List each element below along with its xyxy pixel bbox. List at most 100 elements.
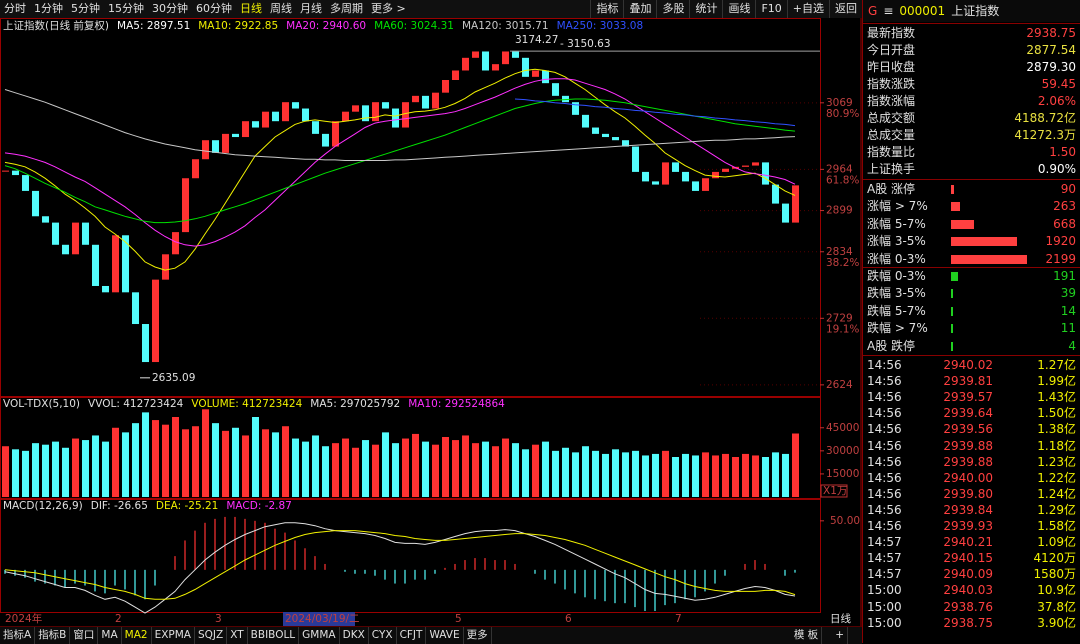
stat-row: 总成交额 4188.72亿 — [867, 110, 1076, 126]
menu: ≡ — [883, 4, 894, 18]
indicator-tab[interactable]: MA2 — [122, 627, 152, 644]
chart-title: VOL-TDX(5,10) — [3, 398, 81, 410]
indicator-tab[interactable]: MA — [98, 627, 122, 644]
action-tab[interactable]: 画线 — [722, 0, 755, 18]
stat-label: 今日开盘 — [867, 43, 916, 57]
volume-bar — [642, 455, 649, 497]
tick-time: 14:56 — [867, 519, 902, 533]
action-tab[interactable]: 多股 — [656, 0, 689, 18]
y-tick-label: 2899 — [826, 205, 853, 217]
breadth-bar — [951, 219, 975, 229]
indicator-tab[interactable]: 指标A — [0, 627, 36, 644]
action-tab[interactable]: 叠加 — [623, 0, 656, 18]
volume-bar — [402, 438, 409, 497]
y-tick-label: 15000 — [826, 468, 859, 480]
y-tick-label: 3069 — [826, 97, 853, 109]
tick-price: 2939.81 — [943, 374, 993, 389]
low-label: 2635.09 — [152, 372, 195, 384]
tick-time: 14:56 — [867, 502, 902, 517]
action-tab[interactable]: 返回 — [829, 0, 862, 18]
volume-bar — [592, 450, 599, 497]
stat-value: 0.90% — [1037, 162, 1076, 176]
breadth-bar — [951, 272, 958, 281]
period-tab[interactable]: 周线 — [270, 2, 292, 15]
candle — [12, 170, 19, 176]
stat-row: 今日开盘 2877.54 — [867, 42, 1076, 58]
tick-time: 14:56 — [867, 406, 902, 421]
y-tick-label: 50.00 — [830, 515, 860, 527]
indicator-tab[interactable]: GMMA — [299, 627, 340, 644]
candle — [212, 140, 219, 153]
volume-bar — [462, 435, 469, 497]
period-tab[interactable]: 5分钟 — [71, 2, 100, 15]
tick-amount: 1580万 — [1033, 567, 1076, 582]
volume-bar — [232, 427, 239, 497]
candle — [182, 178, 189, 233]
candle — [312, 121, 319, 134]
indicator-tab[interactable]: WAVE — [426, 627, 464, 644]
tick-row: 14:57 2940.09 1580万 — [867, 566, 1076, 582]
volume-bar — [162, 424, 169, 497]
bottom-right-tab[interactable]: 模 板 — [791, 627, 823, 644]
action-tabs: 指标 叠加 多股 统计 画线 F10 +自选 返回 — [590, 0, 862, 18]
indicator-tab[interactable]: EXPMA — [152, 627, 195, 644]
candle — [432, 92, 439, 109]
panel-frame — [0, 397, 821, 499]
indicator-tab[interactable]: CFJT — [397, 627, 427, 644]
period-tab[interactable]: 日线 — [240, 2, 262, 15]
tick-amount: 1.50亿 — [1037, 406, 1076, 421]
quote-panel: G ≡ 000001 上证指数 最新指数 2938.75 今日开盘 2877.54 昨日收盘 28… — [862, 0, 1080, 643]
indicator-tab[interactable]: 指标B — [35, 627, 71, 644]
indicator-tab[interactable]: 窗口 — [70, 627, 99, 644]
period-tab[interactable]: 15分钟 — [108, 2, 144, 15]
period-tab[interactable]: 分时 — [4, 2, 26, 15]
period-tab[interactable]: 30分钟 — [152, 2, 188, 15]
x-tick-label: 3 — [215, 613, 222, 625]
candle — [562, 95, 569, 103]
indicator-tab[interactable]: 更多 — [464, 627, 492, 644]
bottom-right-tab[interactable]: + — [832, 627, 848, 644]
indicator-tab[interactable]: DKX — [340, 627, 369, 644]
volume-bar — [72, 438, 79, 497]
legend-item: MA20: 2940.60 — [286, 20, 367, 32]
volume-bar — [332, 443, 339, 497]
indicator-tab[interactable]: CYX — [369, 627, 397, 644]
period-tab[interactable]: 60分钟 — [196, 2, 232, 15]
candle — [782, 203, 789, 223]
candle — [112, 235, 119, 293]
period-tabs: 分时 1分钟 5分钟 15分钟 30分钟 60分钟 日线 周线 月线 多周期 更多 > — [0, 0, 410, 18]
volume-bar — [82, 440, 89, 497]
action-tab[interactable]: 指标 — [590, 0, 623, 18]
candle — [352, 105, 359, 112]
legend-item: VVOL: 412723424 — [88, 398, 184, 410]
candle — [712, 171, 719, 179]
volume-bar — [302, 441, 309, 497]
volume-bar — [212, 423, 219, 497]
legend-item: MA250: 3033.08 — [556, 20, 644, 32]
breadth-row: 跌幅 0-3% 191 — [867, 268, 1076, 284]
action-tab[interactable]: F10 — [755, 0, 786, 18]
period-tab[interactable]: 月线 — [300, 2, 322, 15]
stat-row: 指数涨幅 2.06% — [867, 93, 1076, 109]
dif-line — [4, 522, 796, 614]
tick-amount: 1.22亿 — [1037, 470, 1076, 485]
breadth-count: 39 — [1060, 286, 1076, 301]
period-tab[interactable]: 更多 > — [371, 2, 406, 15]
volume-bar — [672, 457, 679, 497]
indicator-tab[interactable]: BBIBOLL — [248, 627, 300, 644]
tick-time: 14:56 — [867, 390, 902, 405]
indicator-tab[interactable]: SQJZ — [195, 627, 228, 644]
chart-title: MACD(12,26,9) — [3, 500, 83, 512]
volume-bar — [282, 426, 289, 497]
indicator-tab[interactable]: XT — [227, 627, 248, 644]
breadth-row: 跌幅 3-5% 39 — [867, 285, 1076, 301]
breadth-row: A股 跌停 4 — [867, 338, 1076, 354]
volume-bar — [242, 435, 249, 497]
action-tab[interactable]: 统计 — [689, 0, 722, 18]
action-tab[interactable]: +自选 — [786, 0, 829, 18]
period-tab[interactable]: 1分钟 — [34, 2, 63, 15]
breadth-count: 191 — [1053, 269, 1076, 283]
tick-amount: 1.29亿 — [1037, 502, 1076, 517]
period-tab[interactable]: 多周期 — [330, 2, 363, 15]
